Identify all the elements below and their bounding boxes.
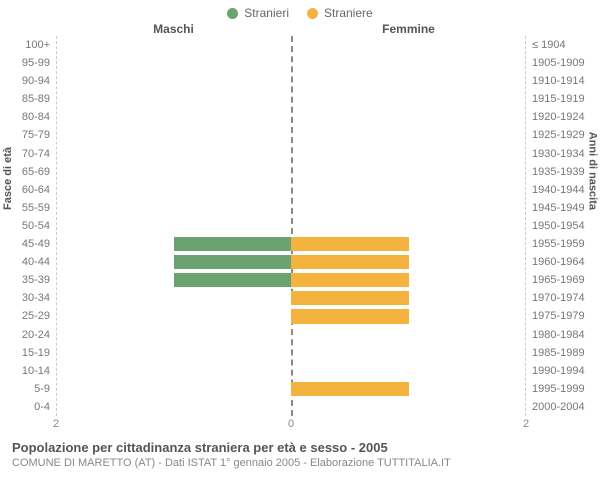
age-band-label: 30-34 bbox=[0, 289, 50, 307]
chart-row bbox=[56, 398, 526, 416]
birth-year-label: 1990-1994 bbox=[532, 362, 600, 380]
legend-dot-female bbox=[307, 8, 318, 19]
bar-male bbox=[174, 255, 292, 269]
age-band-label: 95-99 bbox=[0, 54, 50, 72]
birth-year-label: 2000-2004 bbox=[532, 398, 600, 416]
bar-female bbox=[291, 291, 409, 305]
birth-year-label: 1915-1919 bbox=[532, 90, 600, 108]
age-band-label: 100+ bbox=[0, 36, 50, 54]
chart-row bbox=[56, 253, 526, 271]
x-tick: 2 bbox=[523, 418, 529, 430]
chart-row bbox=[56, 380, 526, 398]
x-tick: 2 bbox=[53, 418, 59, 430]
chart-row bbox=[56, 108, 526, 126]
legend-item-male: Stranieri bbox=[227, 6, 289, 20]
chart-title: Popolazione per cittadinanza straniera p… bbox=[12, 440, 588, 455]
chart-row bbox=[56, 54, 526, 72]
chart-row bbox=[56, 72, 526, 90]
year-labels: ≤ 19041905-19091910-19141915-19191920-19… bbox=[526, 36, 600, 416]
footer: Popolazione per cittadinanza straniera p… bbox=[0, 432, 600, 469]
age-band-label: 85-89 bbox=[0, 90, 50, 108]
chart-row bbox=[56, 289, 526, 307]
age-band-label: 20-24 bbox=[0, 326, 50, 344]
birth-year-label: 1985-1989 bbox=[532, 344, 600, 362]
chart-row bbox=[56, 344, 526, 362]
birth-year-label: 1995-1999 bbox=[532, 380, 600, 398]
birth-year-label: 1910-1914 bbox=[532, 72, 600, 90]
y-axis-label-right: Anni di nascita bbox=[586, 132, 598, 210]
chart-area bbox=[56, 36, 526, 416]
age-band-label: 75-79 bbox=[0, 126, 50, 144]
birth-year-label: 1980-1984 bbox=[532, 326, 600, 344]
age-band-label: 50-54 bbox=[0, 217, 50, 235]
header-female: Femmine bbox=[291, 22, 526, 36]
chart-subtitle: COMUNE DI MARETTO (AT) - Dati ISTAT 1° g… bbox=[12, 457, 588, 469]
legend-item-female: Straniere bbox=[307, 6, 373, 20]
chart-row bbox=[56, 307, 526, 325]
birth-year-label: 1955-1959 bbox=[532, 235, 600, 253]
age-band-label: 10-14 bbox=[0, 362, 50, 380]
chart-row bbox=[56, 235, 526, 253]
age-band-label: 80-84 bbox=[0, 108, 50, 126]
bar-female bbox=[291, 237, 409, 251]
age-labels: 100+95-9990-9485-8980-8475-7970-7465-696… bbox=[0, 36, 56, 416]
birth-year-label: 1920-1924 bbox=[532, 108, 600, 126]
legend-dot-male bbox=[227, 8, 238, 19]
chart-row bbox=[56, 271, 526, 289]
bar-male bbox=[174, 273, 292, 287]
chart-row bbox=[56, 217, 526, 235]
bar-female bbox=[291, 309, 409, 323]
age-band-label: 40-44 bbox=[0, 253, 50, 271]
age-band-label: 25-29 bbox=[0, 307, 50, 325]
age-band-label: 0-4 bbox=[0, 398, 50, 416]
header-male: Maschi bbox=[56, 22, 291, 36]
age-band-label: 90-94 bbox=[0, 72, 50, 90]
chart-row bbox=[56, 145, 526, 163]
age-band-label: 45-49 bbox=[0, 235, 50, 253]
birth-year-label: ≤ 1904 bbox=[532, 36, 600, 54]
age-band-label: 35-39 bbox=[0, 271, 50, 289]
bar-female bbox=[291, 273, 409, 287]
legend-label-male: Stranieri bbox=[244, 6, 289, 20]
x-axis: 20 2 bbox=[0, 416, 600, 432]
age-band-label: 15-19 bbox=[0, 344, 50, 362]
birth-year-label: 1965-1969 bbox=[532, 271, 600, 289]
chart-row bbox=[56, 90, 526, 108]
bar-rows bbox=[56, 36, 526, 416]
column-headers: Maschi Femmine bbox=[0, 22, 600, 36]
birth-year-label: 1960-1964 bbox=[532, 253, 600, 271]
bar-female bbox=[291, 255, 409, 269]
birth-year-label: 1975-1979 bbox=[532, 307, 600, 325]
chart-row bbox=[56, 326, 526, 344]
chart-row bbox=[56, 362, 526, 380]
chart-row bbox=[56, 36, 526, 54]
legend: Stranieri Straniere bbox=[0, 0, 600, 22]
chart-row bbox=[56, 199, 526, 217]
chart-row bbox=[56, 126, 526, 144]
chart-row bbox=[56, 181, 526, 199]
birth-year-label: 1950-1954 bbox=[532, 217, 600, 235]
bar-female bbox=[291, 382, 409, 396]
age-band-label: 5-9 bbox=[0, 380, 50, 398]
birth-year-label: 1970-1974 bbox=[532, 289, 600, 307]
y-axis-label-left: Fasce di età bbox=[2, 147, 14, 210]
pyramid-chart: 100+95-9990-9485-8980-8475-7970-7465-696… bbox=[0, 36, 600, 416]
legend-label-female: Straniere bbox=[324, 6, 373, 20]
birth-year-label: 1905-1909 bbox=[532, 54, 600, 72]
chart-row bbox=[56, 163, 526, 181]
bar-male bbox=[174, 237, 292, 251]
